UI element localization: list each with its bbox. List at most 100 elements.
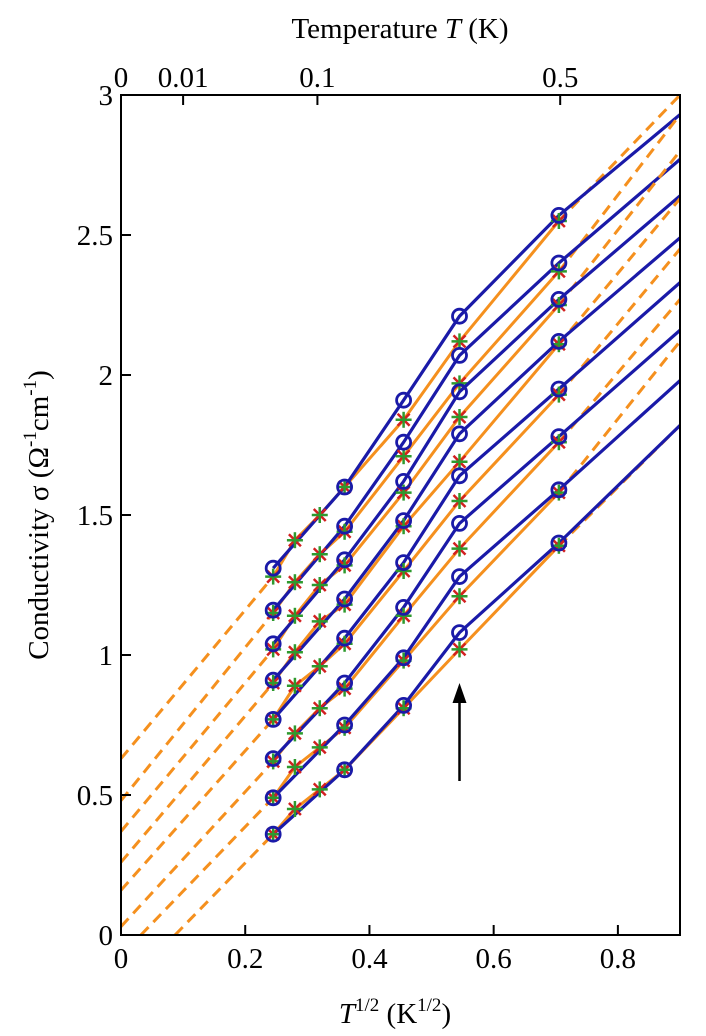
y-tick-label: 0 — [99, 920, 114, 952]
y-tick-label: 2 — [99, 360, 114, 392]
series-7-circle-point — [451, 568, 468, 585]
series-5-star-point — [451, 493, 468, 509]
series-1-star-point — [286, 532, 303, 549]
series-4-fit-extrapolation-low — [121, 682, 275, 864]
series-4-circle-point — [395, 512, 413, 529]
top-axis-title: Temperature T (K) — [291, 13, 508, 45]
series-1 — [121, 95, 680, 760]
series-7-blue-line — [272, 379, 680, 799]
series-3-fit-extrapolation-high — [557, 150, 680, 306]
series-3-star-point — [311, 577, 328, 593]
series-3-circle-point — [451, 383, 468, 401]
series-2-fit-extrapolation-high — [557, 113, 680, 273]
series-3-circle-point — [264, 635, 282, 653]
series-2-fit-extrapolation-low — [121, 612, 275, 802]
x-tick-label: 0 — [114, 943, 129, 975]
series-2-circle-point — [550, 254, 568, 272]
series-6-fit-extrapolation-high — [557, 298, 680, 444]
series-2-circle-point — [336, 517, 354, 535]
series-7-fit-extrapolation-high — [557, 340, 680, 494]
series-7-circle-point — [395, 649, 413, 667]
series-5-circle-point — [264, 711, 282, 728]
series-1-fit-extrapolation-low — [121, 575, 275, 760]
series-1-star-point — [311, 507, 328, 523]
series-2-star-point — [286, 574, 303, 591]
series-8-star-point — [311, 781, 328, 798]
series-1-circle-point — [451, 307, 468, 325]
series-1-circle-point — [336, 478, 354, 496]
series-7-circle-point — [336, 716, 354, 734]
y-tick-label: 2.5 — [77, 220, 113, 252]
series-3-orange-line — [271, 304, 561, 651]
series-4-circle-point — [550, 332, 568, 350]
series-6-star-point — [286, 725, 303, 742]
series-5 — [121, 248, 680, 892]
plot-area — [121, 95, 680, 935]
series-6-fit-extrapolation-low — [121, 760, 275, 928]
top-tick-label: 0.01 — [158, 62, 209, 94]
x-axis-title: T1/2 (K1/2) — [339, 995, 451, 1030]
series-6 — [121, 298, 680, 928]
series-8-fit-extrapolation-low — [173, 833, 275, 935]
series-6-circle-point — [264, 750, 282, 767]
series-7-star-point — [311, 739, 328, 756]
series-5-circle-point — [451, 467, 468, 485]
series-3-circle-point — [336, 551, 354, 569]
series-2-circle-point — [264, 601, 282, 619]
series-1-star-point — [395, 411, 412, 428]
series-4-circle-point — [336, 590, 354, 608]
top-tick-label: 0.5 — [542, 62, 578, 94]
y-tick-label: 0.5 — [77, 780, 113, 812]
series-6-circle-point — [336, 674, 354, 692]
series-4-circle-point — [264, 671, 282, 689]
series-2-star-point — [311, 546, 328, 563]
x-tick-label: 0.8 — [600, 943, 636, 975]
y-axis-title: Conductivity σ (Ω-1cm-1) — [20, 370, 55, 660]
series-6-star-point — [451, 540, 468, 557]
series-4-star-point — [451, 453, 468, 470]
x-tick-label: 0.6 — [476, 943, 512, 975]
series-7-star-point — [286, 759, 303, 775]
series-4-circle-point — [451, 425, 468, 443]
series-5-star-point — [311, 658, 328, 675]
series-3-blue-line — [271, 194, 680, 645]
overlay-layer — [452, 683, 467, 781]
arrow-head — [452, 683, 467, 703]
top-tick-label: 0.1 — [299, 62, 335, 94]
series-3-fit-extrapolation-low — [121, 648, 275, 833]
series-5-fit-extrapolation-high — [557, 248, 680, 396]
series-6-circle-point — [451, 515, 468, 532]
series-3-circle-point — [550, 290, 568, 308]
series-5-fit-extrapolation-low — [121, 718, 275, 892]
series-6-blue-line — [272, 328, 680, 760]
y-tick-label: 3 — [99, 80, 114, 112]
series-3-star-point — [451, 409, 468, 425]
series-5-star-point — [286, 677, 303, 694]
series-8-circle-point — [451, 624, 468, 641]
series-1-star-point — [451, 333, 468, 350]
series-6-circle-point — [550, 428, 568, 446]
series-1-circle-point — [550, 206, 568, 224]
series-4-star-point — [311, 613, 328, 630]
series-5-circle-point — [550, 380, 568, 398]
x-tick-label: 0.2 — [227, 943, 263, 975]
series-7-circle-point — [264, 789, 282, 807]
series-6-star-point — [311, 700, 328, 717]
top-tick-label: 0 — [114, 62, 129, 94]
series-1-fit-extrapolation-high — [557, 95, 680, 223]
series-8-star-point — [451, 641, 468, 658]
series-4-star-point — [286, 644, 303, 661]
y-tick-label: 1 — [99, 640, 114, 672]
series-8-star-point — [286, 801, 303, 817]
series-1-blue-line — [271, 113, 680, 570]
series-8-circle-point — [336, 761, 354, 779]
series-3-circle-point — [395, 472, 413, 490]
series-7-star-point — [451, 588, 468, 605]
axes: 0 0.2 0.4 0.6 0.800.511.522.530 0.01 0.1 0.5 — [77, 62, 636, 975]
series-2-circle-point — [395, 433, 413, 451]
series-8 — [173, 424, 680, 935]
series-2-star-point — [395, 448, 412, 465]
series-8-blue-line — [272, 424, 680, 836]
series-6-circle-point — [395, 599, 413, 616]
